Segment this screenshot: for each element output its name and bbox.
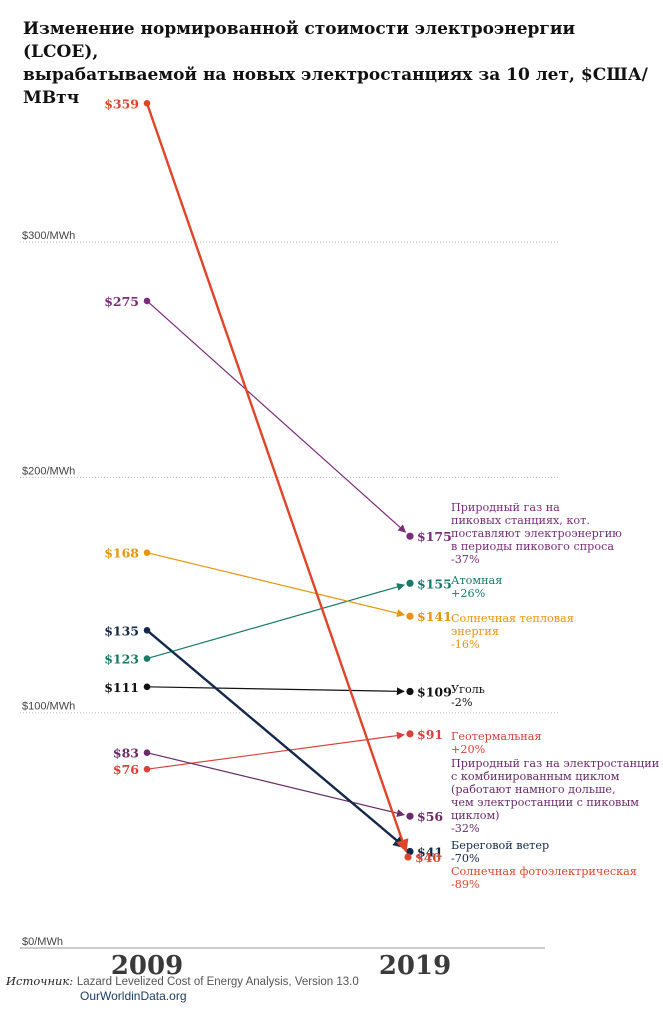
annotation-gas-combined-0: Природный газ на электростанции — [451, 757, 659, 770]
annotation-gas-combined-5: -32% — [451, 822, 480, 835]
series-line-gas-peaking — [146, 300, 407, 533]
annotation-gas-combined-1: с комбинированным циклом — [451, 770, 620, 783]
series-line-onshore-wind — [146, 629, 407, 849]
point-2019-gas-peaking — [406, 532, 414, 540]
y-tick-label: $300/MWh — [22, 230, 75, 242]
annotation-gas-combined-3: чем электростанции с пиковым — [451, 796, 639, 809]
point-2009-nuclear — [143, 655, 151, 662]
title-line-2: вырабатываемой на новых электростанциях … — [23, 65, 648, 108]
point-2019-coal — [406, 687, 414, 696]
annotation-onshore-wind-0: Береговой ветер — [451, 839, 549, 852]
series-line-gas-combined — [146, 752, 405, 818]
annotation-nuclear-1: +26% — [451, 587, 486, 600]
point-2009-geothermal — [143, 765, 151, 773]
point-2009-solar-thermal — [143, 549, 151, 556]
source-text: Lazard Levelized Cost of Energy Analysis… — [76, 976, 359, 988]
title-line-1: Изменение нормированной стоимости электр… — [23, 19, 576, 62]
chart-title: Изменение нормированной стоимости электр… — [23, 18, 653, 110]
value-label-2019-geothermal: $91 — [417, 727, 443, 742]
value-label-2009-solar-thermal: $168 — [104, 546, 139, 561]
point-2009-onshore-wind — [143, 627, 151, 634]
annotation-gas-peaking-0: Природный газ на — [451, 501, 560, 514]
value-label-2009-coal: $111 — [104, 680, 139, 695]
annotation-gas-peaking-4: -37% — [451, 553, 480, 566]
series-line-solar-thermal — [146, 552, 405, 618]
annotation-solar-thermal-2: -16% — [451, 638, 480, 651]
annotation-geothermal-1: +20% — [451, 743, 486, 756]
annotation-gas-combined-4: циклом) — [451, 809, 500, 822]
annotation-onshore-wind-1: -70% — [451, 852, 480, 865]
annotation-geothermal-0: Геотермальная — [451, 730, 542, 743]
source-label: Источник: — [6, 974, 74, 988]
y-tick-label: $100/MWh — [22, 701, 75, 713]
point-2019-gas-combined — [406, 812, 414, 820]
annotation-gas-peaking-2: поставляют электроэнергию — [451, 527, 622, 540]
annotation-coal-0: Уголь — [451, 683, 485, 696]
value-label-2009-solar-pv: $359 — [104, 96, 139, 111]
point-2019-nuclear — [406, 579, 414, 587]
annotation-solar-pv-1: -89% — [451, 878, 480, 891]
series-line-coal — [146, 686, 405, 696]
series-line-nuclear — [146, 583, 406, 660]
annotation-gas-peaking-1: пиковых станциях, кот. — [451, 514, 590, 527]
annotation-solar-thermal-1: энергия — [451, 625, 499, 638]
point-2019-solar-thermal — [406, 612, 414, 620]
value-label-2019-onshore-wind: $41 — [417, 845, 443, 860]
point-2009-coal — [143, 683, 151, 691]
y-tick-label: $0/MWh — [22, 936, 63, 948]
point-2009-solar-pv — [143, 99, 151, 107]
annotation-gas-peaking-3: в периоды пикового спроса — [451, 540, 614, 553]
annotation-nuclear-0: Атомная — [451, 574, 502, 587]
value-label-2009-gas-peaking: $275 — [104, 294, 139, 309]
value-label-2019-nuclear: $155 — [417, 576, 452, 591]
value-label-2019-gas-peaking: $175 — [417, 529, 452, 544]
point-2009-gas-combined — [143, 749, 151, 757]
point-2019-geothermal — [406, 730, 414, 738]
value-label-2009-geothermal: $76 — [113, 762, 139, 777]
value-label-2009-gas-combined: $83 — [113, 746, 139, 761]
source-org: OurWorldinData.org — [80, 989, 187, 1003]
annotation-gas-combined-2: (работают намного дольше, — [451, 783, 616, 796]
x-label-2019: 2019 — [379, 951, 451, 981]
value-label-2019-gas-combined: $56 — [417, 809, 443, 824]
value-label-2019-solar-thermal: $141 — [417, 609, 452, 624]
point-2009-gas-peaking — [143, 297, 151, 305]
value-label-2019-solar-pv: $40 — [415, 850, 441, 865]
annotation-coal-1: -2% — [451, 696, 473, 709]
point-2019-solar-pv — [404, 853, 412, 861]
x-label-2009: 2009 — [111, 951, 183, 981]
annotation-solar-thermal-0: Солнечная тепловая — [451, 612, 574, 625]
value-label-2009-nuclear: $123 — [104, 652, 139, 667]
source-note: Источник: Lazard Levelized Cost of Energ… — [6, 974, 359, 988]
value-label-2009-onshore-wind: $135 — [104, 623, 139, 638]
y-tick-label: $200/MWh — [22, 465, 75, 477]
series-line-solar-pv — [145, 102, 409, 853]
value-label-2019-coal: $109 — [417, 685, 452, 700]
annotation-solar-pv-0: Солнечная фотоэлектрическая — [451, 865, 637, 878]
